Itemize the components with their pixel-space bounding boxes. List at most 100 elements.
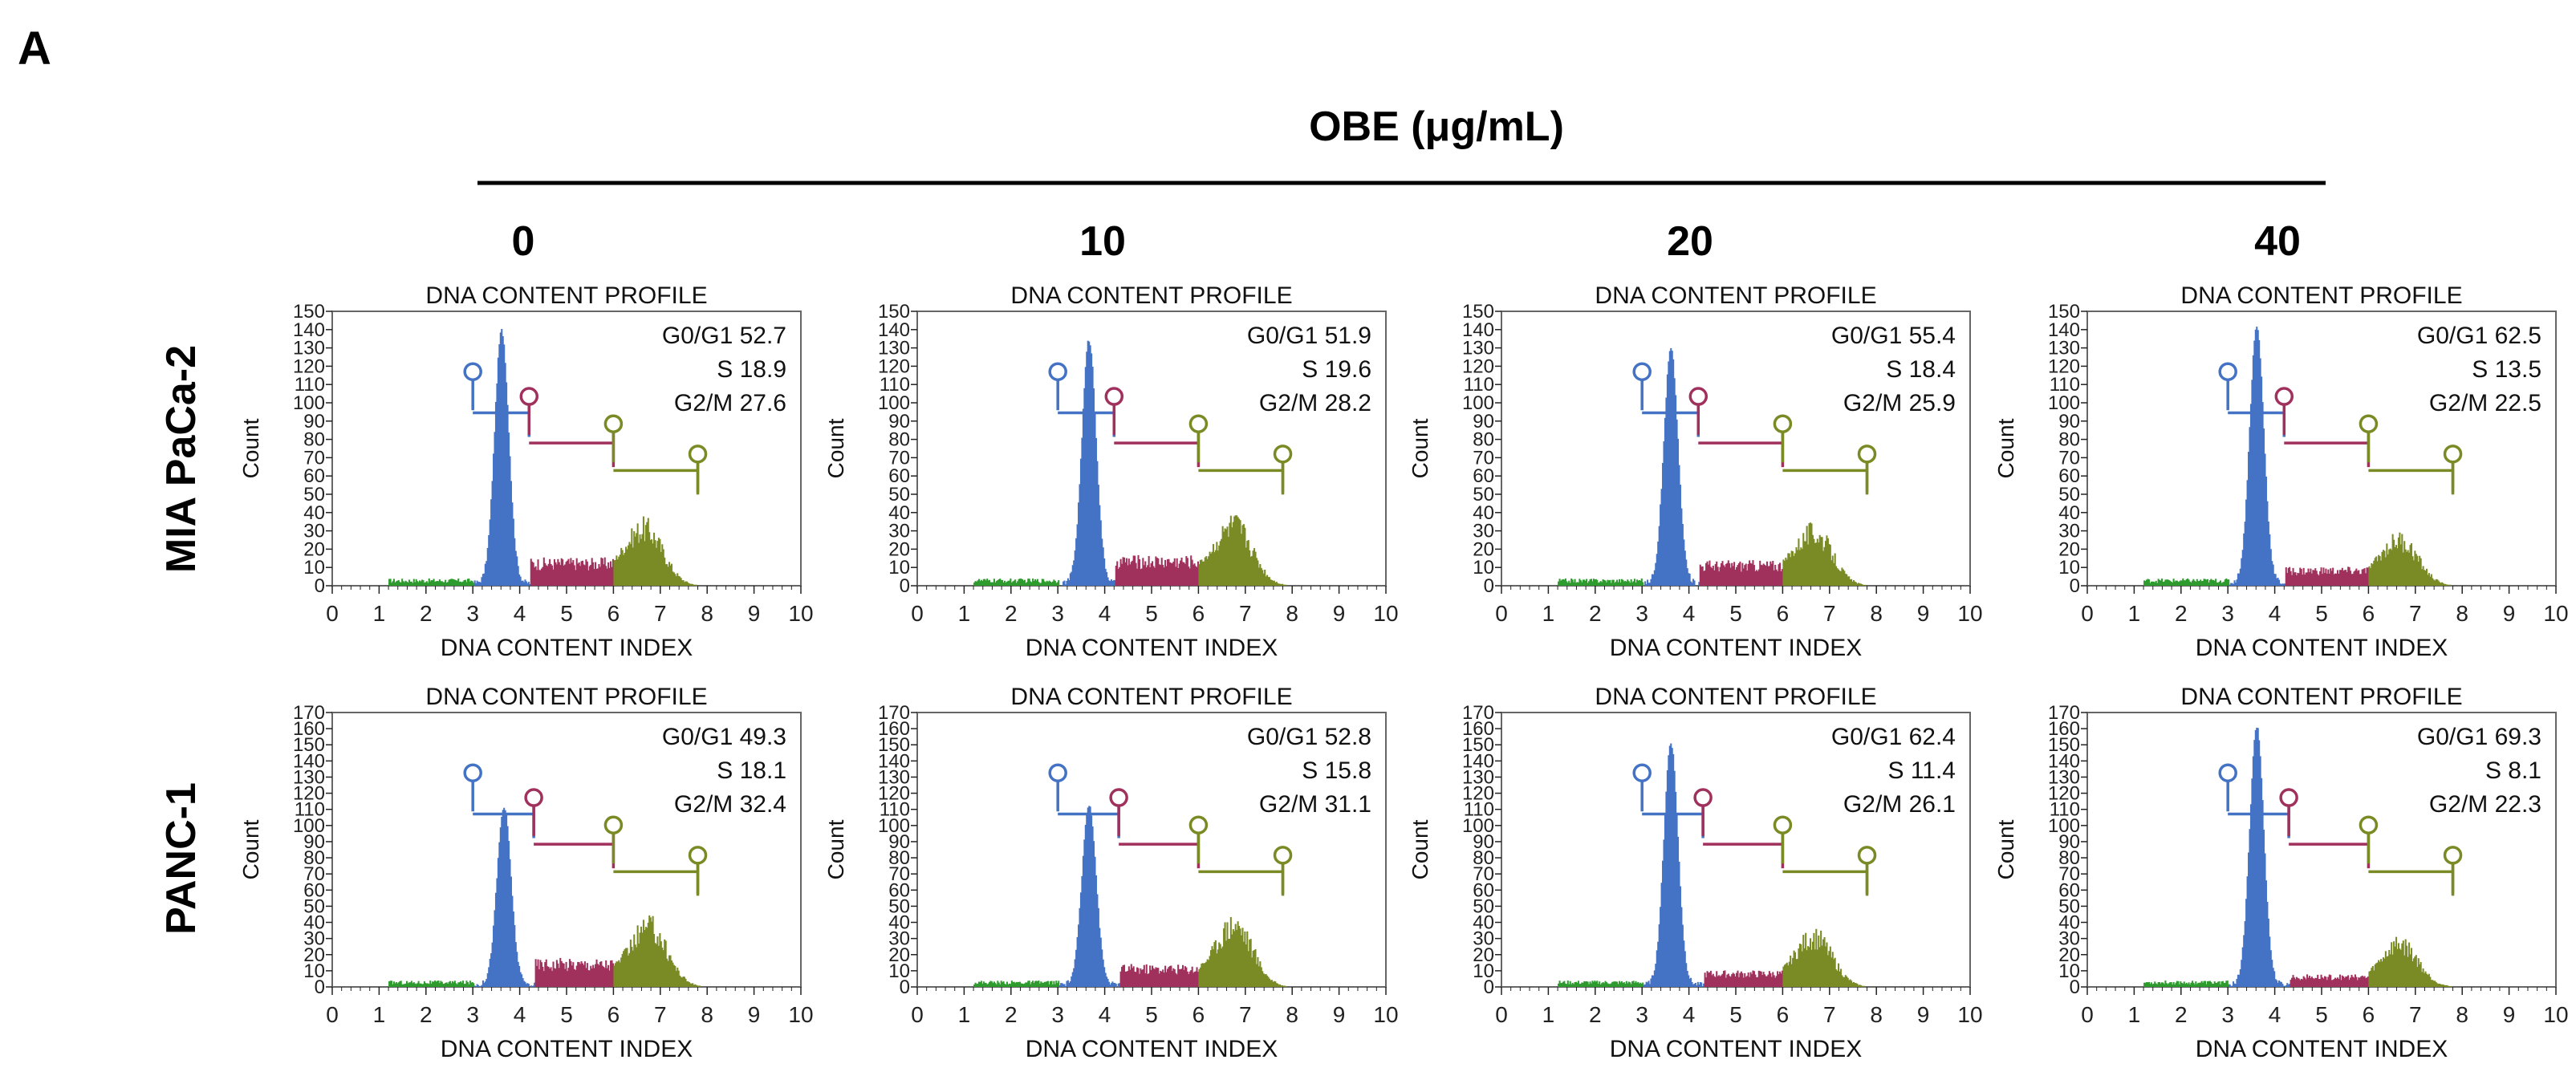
histogram-bar: [2168, 579, 2170, 586]
histogram-bar: [977, 580, 979, 586]
histogram-bar: [666, 564, 668, 586]
histogram-bar: [1685, 963, 1688, 987]
histogram-bar: [2300, 569, 2302, 586]
histogram-bar: [687, 981, 689, 987]
histogram-bars: [2143, 327, 2452, 586]
histogram-bar: [1583, 981, 1586, 987]
y-tick-label: 100: [293, 815, 325, 837]
histogram-bar: [1180, 560, 1182, 586]
y-tick-label: 50: [2058, 484, 2080, 505]
row-label: PANC-1: [158, 782, 205, 935]
histogram-bar: [2291, 575, 2294, 586]
s-gate: [1703, 820, 1785, 869]
histogram-bar: [1160, 558, 1163, 586]
histogram-bar: [1091, 815, 1093, 987]
histogram-bar: [1026, 582, 1028, 586]
histogram-bar: [1051, 984, 1054, 987]
histogram-bar: [1816, 949, 1818, 987]
histogram-bars: [973, 340, 1287, 586]
histogram-bar: [1724, 566, 1726, 586]
histogram-bar: [2371, 564, 2374, 586]
histogram-bar: [2350, 974, 2353, 987]
histogram-bar: [2307, 977, 2310, 987]
histogram-bar: [2219, 984, 2222, 987]
g2m-gate: [2368, 446, 2455, 495]
histogram-bar: [693, 584, 695, 586]
histogram-bar: [1198, 564, 1201, 586]
histogram-bar: [425, 983, 427, 987]
y-tick-label: 130: [2048, 338, 2080, 359]
histogram-bar: [2277, 980, 2281, 987]
histogram-bar: [567, 968, 570, 987]
histogram-bar: [1195, 566, 1197, 586]
histogram-bar: [997, 580, 999, 586]
histogram-bar: [2274, 979, 2277, 987]
histogram-bar: [1607, 580, 1610, 586]
histogram-bar: [1170, 562, 1172, 586]
histogram-bar: [481, 574, 484, 586]
y-tick-label: 10: [1473, 557, 1494, 579]
histogram-bar: [1053, 981, 1055, 987]
histogram-bar: [1030, 582, 1033, 586]
histogram-bar: [2176, 981, 2179, 987]
histogram-bar: [1589, 981, 1591, 987]
g2m-gate-start-handle: [603, 414, 624, 433]
histogram-bar: [1742, 568, 1745, 586]
histogram-bar: [2254, 329, 2257, 586]
histogram-bar: [555, 968, 557, 987]
histogram-bar: [453, 579, 456, 586]
histogram-bar: [1270, 579, 1273, 586]
histogram-bar: [1152, 968, 1155, 987]
histogram-bar: [2233, 583, 2235, 586]
histogram-bar: [2383, 958, 2386, 987]
x-tick-label: 0: [326, 1002, 339, 1027]
histogram-bar: [2428, 973, 2430, 987]
histogram-bar: [1741, 562, 1744, 586]
histogram-bar: [2261, 800, 2264, 987]
histogram-bar: [544, 562, 546, 586]
histogram-bar: [684, 582, 686, 586]
histogram-bar: [1186, 971, 1188, 987]
histogram-bar: [1116, 561, 1119, 586]
x-tick-label: 9: [1917, 601, 1930, 626]
histogram-bar: [992, 983, 994, 987]
histogram-bar: [1218, 942, 1221, 987]
histogram-bar: [1049, 981, 1052, 987]
histogram-bar: [1274, 981, 1277, 987]
histogram-bar: [695, 985, 697, 987]
histogram-bar: [511, 502, 514, 586]
histogram-bar: [2389, 954, 2391, 987]
histogram-bar: [1225, 940, 1228, 987]
histogram-bar: [423, 981, 425, 987]
histogram-bar: [1096, 894, 1099, 987]
histogram-bar: [400, 981, 402, 987]
histogram-bar: [1610, 583, 1612, 586]
histogram-bar: [402, 581, 404, 586]
histogram-bar: [2440, 984, 2442, 987]
histogram-bar: [2203, 981, 2205, 987]
histogram-bar: [2427, 575, 2429, 586]
histogram-bar: [1221, 526, 1224, 586]
histogram-bar: [1707, 564, 1710, 586]
y-tick-label: 10: [303, 557, 325, 579]
histogram-bar: [2160, 580, 2162, 586]
histogram-bar: [438, 983, 441, 987]
histogram-bar: [2403, 955, 2406, 987]
histogram-bar: [486, 547, 489, 586]
histogram-bar: [1796, 550, 1798, 586]
histogram-bar: [2261, 376, 2263, 586]
histogram-bar: [2184, 984, 2187, 987]
histogram-bar: [1848, 980, 1851, 987]
histogram-bar: [2231, 583, 2233, 586]
histogram-bar: [2315, 570, 2318, 586]
histogram-bar: [685, 581, 687, 586]
histogram-bar: [1004, 984, 1006, 987]
histogram-bar: [2435, 579, 2437, 586]
histogram-bar: [1128, 966, 1130, 987]
histogram-bar: [2249, 404, 2252, 586]
x-tick-label: 9: [1333, 1002, 1346, 1027]
histogram-bar: [471, 982, 473, 987]
histogram-bar: [2241, 960, 2243, 987]
histogram-bar: [1238, 518, 1241, 586]
histogram-bar: [1573, 582, 1575, 586]
